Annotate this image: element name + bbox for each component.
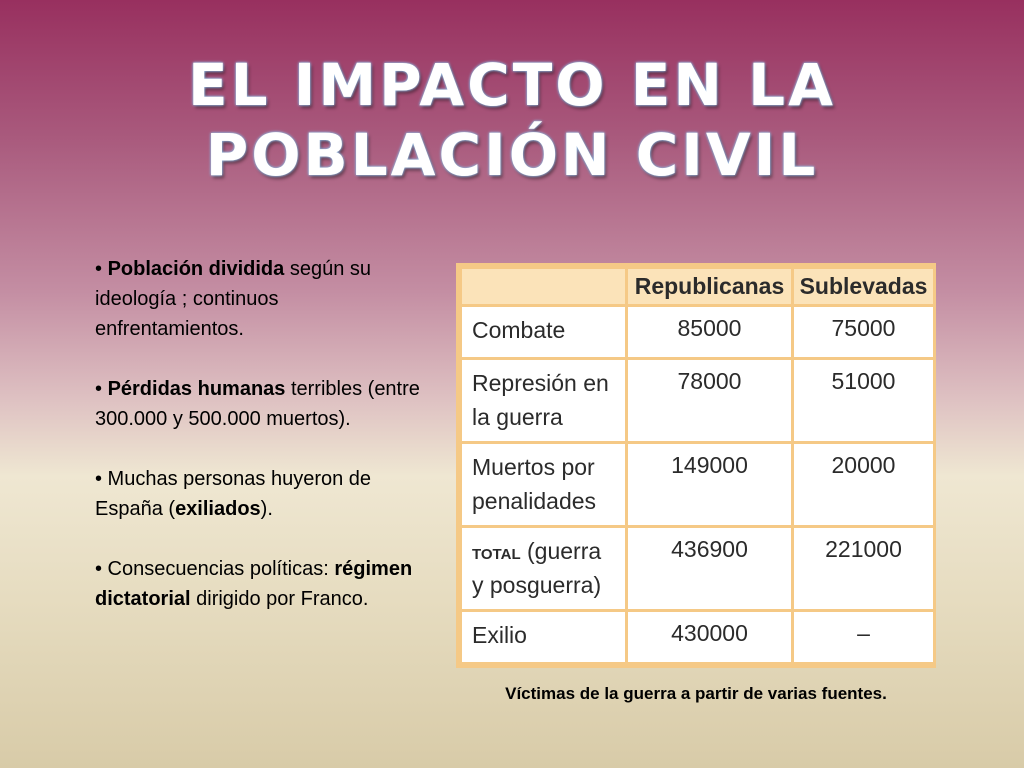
row-label: Exilio bbox=[459, 608, 628, 665]
row-label: TOTAL (guerra y posguerra) bbox=[459, 524, 628, 612]
cell-sublevadas: 20000 bbox=[791, 441, 936, 528]
bullet-text-post: según su ideología ; continuos enfrentam… bbox=[95, 258, 371, 340]
header-blank-cell bbox=[459, 266, 628, 307]
bullet-text-pre: • Consecuencias políticas: bbox=[95, 558, 335, 580]
header-republicanas: Republicanas bbox=[625, 266, 794, 307]
bullet-text-pre: • Muchas personas huyeron de España ( bbox=[95, 468, 372, 520]
table-header-row: Republicanas Sublevadas bbox=[459, 266, 936, 307]
bullet-list: • Población dividida según su ideología … bbox=[95, 254, 430, 614]
cell-republicanas: 149000 bbox=[625, 441, 794, 528]
table-row: Muertos por penalidades 149000 20000 bbox=[459, 441, 936, 528]
slide-title-line-1: EL IMPACTO EN LA bbox=[188, 51, 836, 119]
table-row: Combate 85000 75000 bbox=[459, 303, 936, 361]
bullet-text-post: dirigido por Franco. bbox=[190, 588, 369, 610]
bullet-item: • Pérdidas humanas terribles (entre 300.… bbox=[95, 374, 430, 434]
row-label: Muertos por penalidades bbox=[459, 441, 628, 528]
cell-sublevadas: 75000 bbox=[791, 303, 936, 361]
slide-title: EL IMPACTO EN LA POBLACIÓN CIVIL bbox=[0, 50, 1024, 190]
row-label-text: Exilio bbox=[472, 621, 527, 648]
row-label-text: (guerra y posguerra) bbox=[472, 537, 602, 598]
bullet-text-bold: Pérdidas humanas bbox=[107, 378, 286, 400]
cell-republicanas: 436900 bbox=[625, 524, 794, 612]
row-label-prefix: TOTAL bbox=[472, 545, 521, 563]
row-label: Represión en la guerra bbox=[459, 357, 628, 445]
bullet-text-post: terribles (entre 300.000 y 500.000 muert… bbox=[95, 378, 420, 430]
bullet-text-pre: • bbox=[95, 378, 108, 400]
cell-republicanas: 430000 bbox=[625, 608, 794, 665]
table-row: Represión en la guerra 78000 51000 bbox=[459, 357, 936, 445]
bullet-text-bold: exiliados bbox=[175, 498, 261, 520]
cell-sublevadas: – bbox=[791, 608, 936, 665]
row-label-text: Combate bbox=[472, 317, 566, 343]
bullet-item: • Muchas personas huyeron de España (exi… bbox=[95, 464, 430, 524]
bullet-item: • Población dividida según su ideología … bbox=[95, 254, 430, 344]
row-label-text: Represión en la guerra bbox=[472, 370, 609, 431]
bullet-text-bold: Población dividida bbox=[107, 258, 285, 280]
bullet-text-pre: • bbox=[95, 258, 108, 280]
cell-republicanas: 78000 bbox=[625, 357, 794, 445]
slide-title-line-2: POBLACIÓN CIVIL bbox=[205, 121, 819, 189]
row-label: Combate bbox=[459, 303, 628, 361]
victims-table-frame: Republicanas Sublevadas Combate 85000 75… bbox=[456, 263, 936, 668]
cell-sublevadas: 221000 bbox=[791, 524, 936, 612]
bullet-text-post: ). bbox=[260, 498, 273, 520]
bullet-item: • Consecuencias políticas: régimen dicta… bbox=[95, 554, 430, 614]
header-sublevadas: Sublevadas bbox=[791, 266, 936, 307]
row-label-text: Muertos por penalidades bbox=[472, 454, 597, 515]
cell-sublevadas: 51000 bbox=[791, 357, 936, 445]
table-caption: Víctimas de la guerra a partir de varias… bbox=[505, 684, 887, 703]
table-row: TOTAL (guerra y posguerra) 436900 221000 bbox=[459, 524, 936, 612]
cell-republicanas: 85000 bbox=[625, 303, 794, 361]
table-row: Exilio 430000 – bbox=[459, 608, 936, 665]
bullet-text-bold: régimen dictatorial bbox=[95, 558, 413, 610]
victims-table: Republicanas Sublevadas Combate 85000 75… bbox=[459, 266, 936, 665]
